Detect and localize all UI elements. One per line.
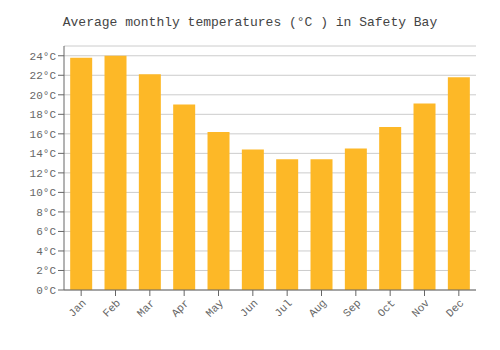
svg-text:8°C: 8°C (36, 207, 56, 219)
svg-text:Sep: Sep (341, 297, 363, 319)
svg-text:14°C: 14°C (30, 148, 57, 160)
svg-text:Feb: Feb (101, 297, 123, 319)
svg-text:6°C: 6°C (36, 226, 56, 238)
svg-text:Apr: Apr (169, 297, 191, 319)
svg-text:4°C: 4°C (36, 246, 56, 258)
svg-text:20°C: 20°C (30, 90, 57, 102)
svg-text:Jan: Jan (66, 297, 88, 319)
html-text:Average monthly temperatures (: Average monthly temperatures (°C ) in Sa… (62, 15, 438, 30)
svg-text:Oct: Oct (375, 297, 397, 319)
svg-text:2°C: 2°C (36, 265, 56, 277)
svg-text:24°C: 24°C (30, 51, 57, 63)
svg-text:Aug: Aug (307, 297, 329, 319)
svg-text:Jul: Jul (272, 297, 294, 319)
svg-text:22°C: 22°C (30, 70, 57, 82)
svg-text:Jun: Jun (238, 297, 260, 319)
svg-text:18°C: 18°C (30, 109, 57, 121)
svg-text:10°C: 10°C (30, 187, 57, 199)
svg-text:Dec: Dec (444, 297, 466, 319)
svg-text:0°C: 0°C (36, 285, 56, 297)
svg-text:Mar: Mar (135, 297, 157, 319)
svg-text:16°C: 16°C (30, 129, 57, 141)
svg-text:Nov: Nov (410, 297, 433, 320)
svg-text:12°C: 12°C (30, 168, 57, 180)
svg-text:May: May (204, 297, 227, 320)
